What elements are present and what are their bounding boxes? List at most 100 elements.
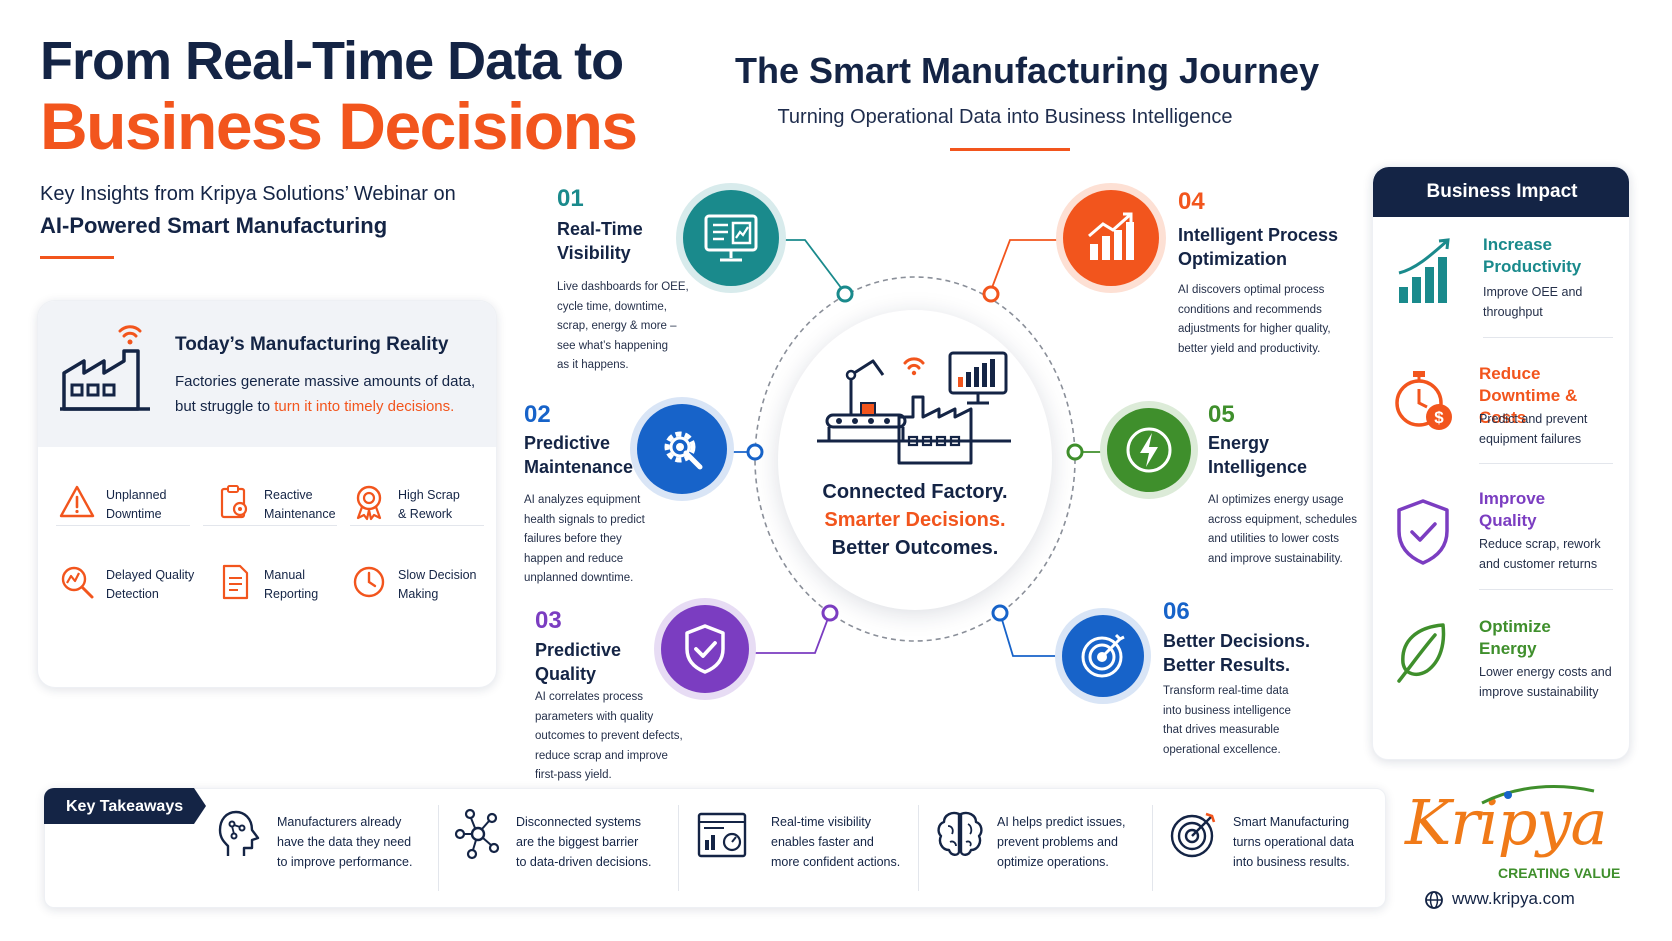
svg-text:$: $	[1434, 408, 1444, 427]
problem-item: Slow Decision Making	[350, 563, 496, 653]
divider	[1152, 805, 1153, 891]
website-link[interactable]: www.kripya.com	[1452, 889, 1575, 908]
energy-bolt-icon	[1126, 427, 1172, 473]
dashboard-icon	[697, 812, 747, 858]
step-06-description: Transform real-time data into business in…	[1163, 685, 1291, 756]
divider	[918, 805, 919, 891]
takeaway-text: Real-time visibility enables faster and mo…	[771, 815, 901, 869]
problem-line1: High Scrap	[398, 488, 460, 502]
divider	[1479, 589, 1613, 590]
main-title-line2: Business Decisions	[40, 89, 638, 163]
journey-title: The Smart Manufacturing Journey	[735, 50, 1320, 91]
reality-description: Factories generate massive amounts of da…	[175, 369, 485, 419]
journey-subtitle: Turning Operational Data into Business I…	[777, 106, 1233, 128]
growth-chart-icon	[1398, 238, 1450, 303]
business-impact-panel: Business Impact Increase Productivity Imp…	[1372, 166, 1630, 760]
connected-factory-icon	[817, 351, 1011, 465]
gear-wrench-icon	[664, 431, 703, 470]
step-02-description: AI analyzes equipment health signals to p…	[524, 494, 645, 584]
head-circuit-icon	[218, 810, 260, 856]
takeaway-text: Manufacturers already have the data they …	[277, 815, 413, 869]
main-title-line1: From Real-Time Data to	[40, 31, 624, 91]
logo-tagline: CREATING VALUE	[1498, 865, 1621, 881]
intro-line2: AI-Powered Smart Manufacturing	[40, 213, 388, 238]
key-takeaways-tag-arrow	[194, 788, 206, 824]
problem-line2: & Rework	[398, 507, 453, 521]
reality-header	[38, 301, 496, 447]
impact-title: Reduce Downtime & Costs	[1479, 364, 1578, 427]
problem-line2: Making	[398, 587, 439, 601]
badge-icon	[356, 485, 382, 521]
divider	[1483, 337, 1613, 338]
shield-check-icon	[685, 624, 725, 674]
problem-item: Manual Reporting	[216, 563, 366, 653]
target-icon	[1081, 633, 1125, 678]
brain-icon	[937, 811, 983, 856]
clock-icon	[353, 566, 385, 598]
impact-title: Optimize Energy	[1479, 617, 1551, 658]
problem-line2: Reporting	[264, 587, 319, 601]
step-04-number: 04	[1178, 188, 1205, 215]
target-icon	[1170, 812, 1216, 858]
journey-underline	[950, 148, 1070, 151]
reality-panel: Today’s Manufacturing Reality Factories …	[37, 300, 497, 688]
hub-text-line2: Smarter Decisions.	[824, 509, 1006, 531]
step-01-node	[683, 190, 779, 286]
step-04-description: AI discovers optimal process conditions a…	[1178, 284, 1331, 355]
impact-description: Predict and prevent equipment failures	[1479, 412, 1588, 446]
problem-line1: Delayed Quality	[106, 568, 195, 582]
impact-description: Lower energy costs and improve sustainabi…	[1479, 665, 1612, 699]
business-impact-title: Business Impact	[1426, 181, 1578, 202]
step-01-description: Live dashboards for OEE, cycle time, down…	[557, 281, 689, 371]
impact-title: Increase Productivity	[1483, 235, 1582, 276]
problem-line1: Reactive	[264, 488, 313, 502]
step-06-number: 06	[1163, 598, 1190, 625]
impact-title: Improve Quality	[1479, 489, 1546, 530]
problem-item: Delayed Quality Detection	[58, 563, 208, 653]
problem-line1: Manual	[264, 568, 305, 582]
problem-line1: Unplanned	[106, 488, 167, 502]
globe-icon	[1425, 891, 1443, 909]
divider	[678, 805, 679, 891]
intro-underline	[40, 256, 114, 259]
hub-text-line1: Connected Factory.	[822, 481, 1008, 503]
takeaway-text: AI helps predict issues, prevent problems…	[997, 815, 1126, 869]
document-icon	[222, 564, 249, 600]
network-icon	[454, 808, 500, 860]
divider	[203, 525, 337, 526]
problem-line2: Downtime	[106, 507, 162, 521]
problem-item: Unplanned Downtime	[58, 483, 208, 573]
problem-line2: Maintenance	[264, 507, 336, 521]
step-04-title: Intelligent Process Optimization	[1178, 225, 1339, 269]
step-03-description: AI correlates process parameters with qua…	[535, 691, 683, 781]
divider	[1479, 463, 1613, 464]
logo-swoosh-icon	[1481, 785, 1595, 805]
impact-description: Reduce scrap, rework and customer returns	[1479, 537, 1601, 571]
warning-icon	[59, 485, 95, 518]
step-05-description: AI optimizes energy usage across equipmen…	[1208, 494, 1357, 565]
dashboard-monitor-icon	[704, 214, 758, 262]
magnifier-chart-icon	[61, 566, 94, 599]
takeaway-text: Smart Manufacturing turns operational dat…	[1233, 815, 1354, 869]
reality-desc-text: Factories generate massive amounts of da…	[175, 373, 476, 415]
key-takeaways-label: Key Takeaways	[66, 798, 184, 815]
step-05-number: 05	[1208, 401, 1235, 428]
step-01-number: 01	[557, 185, 584, 212]
step-04-node	[1063, 190, 1159, 286]
hub-text-line3: Better Outcomes.	[831, 537, 999, 559]
key-takeaways-tag	[44, 788, 194, 824]
leaf-icon	[1397, 623, 1446, 683]
problem-line2: Detection	[106, 587, 159, 601]
step-03-title: Predictive Quality	[535, 640, 622, 684]
takeaway-text: Disconnected systems are the biggest barr…	[516, 815, 652, 869]
reality-title: Today’s Manufacturing Reality	[175, 334, 449, 355]
stopwatch-dollar-icon: $	[1395, 371, 1452, 430]
business-impact-header	[1373, 167, 1629, 217]
shield-check-icon	[1397, 499, 1449, 565]
divider	[350, 525, 484, 526]
divider	[438, 805, 439, 891]
step-02-title: Predictive Maintenance	[524, 433, 634, 477]
problem-line1: Slow Decision	[398, 568, 477, 582]
step-05-title: Energy Intelligence	[1208, 433, 1308, 477]
clipboard-gear-icon	[220, 485, 248, 519]
